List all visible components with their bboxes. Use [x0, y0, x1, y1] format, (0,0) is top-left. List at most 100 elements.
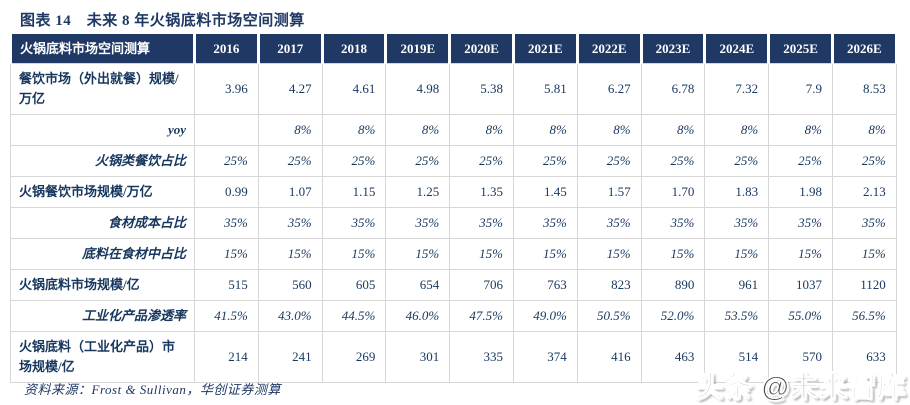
- table-cell: 1.07: [257, 176, 323, 208]
- table-cell: 25%: [385, 145, 451, 177]
- table-row: 餐饮市场（外出就餐）规模/万亿 3.96 4.27 4.61 4.98 5.38 5.81 6…: [10, 63, 897, 115]
- table-cell: 25%: [194, 145, 259, 177]
- table-header-year: 2021E: [511, 33, 579, 64]
- table-cell: 3.96: [194, 63, 259, 115]
- table-cell: 6.27: [576, 63, 642, 115]
- table-cell: 269: [321, 331, 387, 383]
- table-body: 餐饮市场（外出就餐）规模/万亿 3.96 4.27 4.61 4.98 5.38 5.81 6…: [10, 63, 897, 383]
- table-row: 火锅类餐饮占比 25% 25% 25% 25% 25% 25% 25% 25% 25% 25% 25%: [10, 145, 897, 177]
- row-label: 底料在食材中占比: [10, 238, 195, 270]
- table-cell: 763: [512, 269, 578, 301]
- table-cell: 241: [257, 331, 323, 383]
- table-cell: 43.0%: [257, 300, 323, 332]
- table-cell: 560: [257, 269, 323, 301]
- table-cell: 25%: [512, 145, 578, 177]
- table-cell: 633: [831, 331, 897, 383]
- table-header-year: 2017: [256, 33, 324, 64]
- table-cell: 35%: [512, 207, 578, 239]
- table-cell: 8%: [321, 114, 387, 146]
- table-cell: 55.0%: [768, 300, 833, 332]
- table-header-year: 2024E: [703, 33, 771, 64]
- table-cell: 5.38: [449, 63, 514, 115]
- table-cell: 15%: [640, 238, 706, 270]
- table-cell: 35%: [831, 207, 897, 239]
- toutiao-watermark: 头条 @未来智库: [694, 371, 906, 403]
- table-cell: 823: [576, 269, 642, 301]
- table-cell: 570: [768, 331, 833, 383]
- table-row: 食材成本占比 35% 35% 35% 35% 35% 35% 35% 35% 35% 35% 35%: [10, 207, 897, 239]
- figure-title: 图表 14 未来 8 年火锅底料市场空间测算: [20, 13, 305, 29]
- table-cell: 301: [385, 331, 451, 383]
- table-cell: 46.0%: [385, 300, 451, 332]
- table-cell: 1.57: [576, 176, 642, 208]
- table-cell: 214: [194, 331, 259, 383]
- table-cell: 8%: [704, 114, 770, 146]
- table-header-year: 2025E: [767, 33, 834, 64]
- row-label: 餐饮市场（外出就餐）规模/万亿: [10, 63, 195, 115]
- table-row: 工业化产品渗透率 41.5% 43.0% 44.5% 46.0% 47.5% 49.0% 50…: [10, 300, 897, 332]
- table-cell: 35%: [257, 207, 323, 239]
- table-cell: 463: [640, 331, 706, 383]
- table-cell: 15%: [257, 238, 323, 270]
- table-cell: 8%: [449, 114, 514, 146]
- table-cell: 374: [512, 331, 578, 383]
- table-cell: 4.27: [257, 63, 323, 115]
- table-header-year: 2020E: [448, 33, 515, 64]
- table-cell: 8%: [257, 114, 323, 146]
- table-cell: 1037: [768, 269, 833, 301]
- table-cell: 15%: [831, 238, 897, 270]
- table-cell: 8%: [385, 114, 451, 146]
- table-cell: 41.5%: [194, 300, 259, 332]
- table-cell: 25%: [321, 145, 387, 177]
- table-cell: 25%: [704, 145, 770, 177]
- table-cell: 25%: [768, 145, 833, 177]
- table-cell: 44.5%: [321, 300, 387, 332]
- table-cell: 15%: [321, 238, 387, 270]
- table-cell: 654: [385, 269, 451, 301]
- table-cell: 25%: [640, 145, 706, 177]
- table-cell: 35%: [704, 207, 770, 239]
- table-cell: 15%: [576, 238, 642, 270]
- table-cell: 8.53: [831, 63, 897, 115]
- table-cell: 4.61: [321, 63, 387, 115]
- table-cell: 15%: [385, 238, 451, 270]
- table-cell: 7.9: [768, 63, 833, 115]
- table-cell: 53.5%: [704, 300, 770, 332]
- table-cell: 514: [704, 331, 770, 383]
- table-cell: 8%: [576, 114, 642, 146]
- table-header-year: 2026E: [830, 33, 898, 64]
- table-cell: 890: [640, 269, 706, 301]
- table-cell: 35%: [385, 207, 451, 239]
- table-cell: 1.98: [768, 176, 833, 208]
- row-label: yoy: [10, 114, 195, 146]
- table-cell: 25%: [257, 145, 323, 177]
- row-label: 食材成本占比: [10, 207, 195, 239]
- table-cell: 2.13: [831, 176, 897, 208]
- table-cell: 1.15: [321, 176, 387, 208]
- table-cell: 49.0%: [512, 300, 578, 332]
- table-cell: 1120: [831, 269, 897, 301]
- table-cell: 1.83: [704, 176, 770, 208]
- table-cell: 605: [321, 269, 387, 301]
- row-label: 火锅类餐饮占比: [10, 145, 195, 177]
- table-cell: 25%: [449, 145, 514, 177]
- table-cell: 47.5%: [449, 300, 514, 332]
- table-cell: 1.25: [385, 176, 451, 208]
- table-row: 火锅底料市场规模/亿 515 560 605 654 706 763 823 890 961 103…: [10, 269, 897, 301]
- table-header-year: 2016: [193, 33, 260, 64]
- row-label: 火锅底料市场规模/亿: [10, 269, 195, 301]
- table-header-year: 2022E: [575, 33, 643, 64]
- table-cell: 1.70: [640, 176, 706, 208]
- table-cell: 35%: [194, 207, 259, 239]
- table-cell: 706: [449, 269, 514, 301]
- table-row: 底料在食材中占比 15% 15% 15% 15% 15% 15% 15% 15% 15% 15% 15…: [10, 238, 897, 270]
- table-cell: 35%: [576, 207, 642, 239]
- table-cell: 1.45: [512, 176, 578, 208]
- row-label: 火锅底料（工业化产品）市场规模/亿: [10, 331, 195, 383]
- table-cell: 52.0%: [640, 300, 706, 332]
- table-cell: 416: [576, 331, 642, 383]
- table-header-year: 2023E: [639, 33, 707, 64]
- table-cell: 15%: [704, 238, 770, 270]
- table-cell: 8%: [768, 114, 833, 146]
